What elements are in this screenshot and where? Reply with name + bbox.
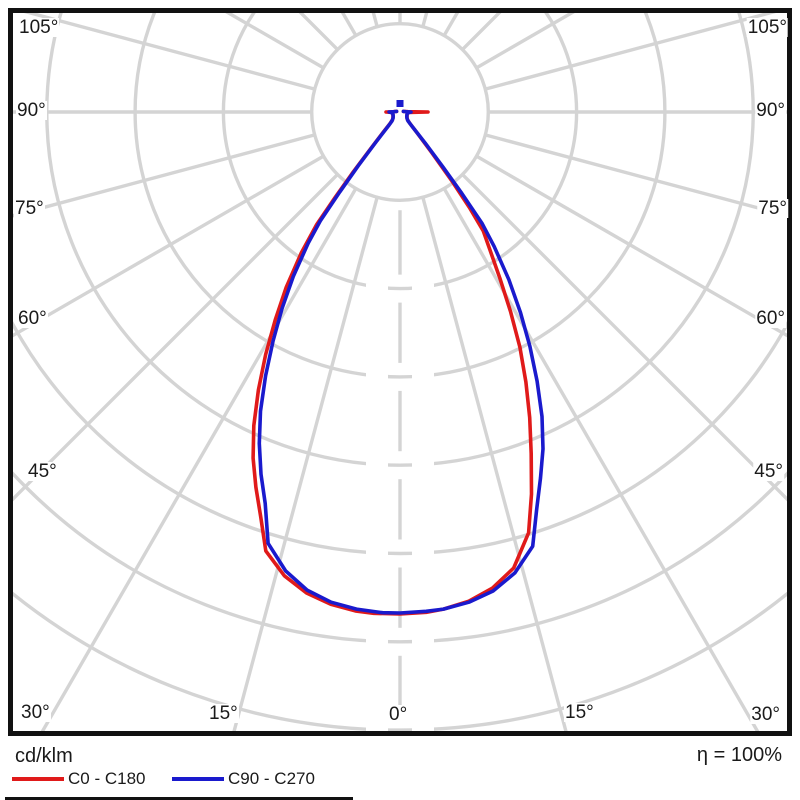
legend-label: C90 - C270: [228, 769, 315, 788]
angle-label: 0°: [388, 704, 409, 725]
angle-label: 105°: [746, 17, 788, 38]
angle-label: 75°: [757, 198, 788, 219]
legend-swatch: [12, 777, 64, 781]
angle-label: 30°: [20, 702, 51, 723]
curve-C90-C270: [257, 109, 545, 615]
angle-label: 90°: [16, 100, 47, 121]
angle-label: 15°: [564, 702, 595, 723]
efficiency-label: η = 100%: [696, 744, 782, 766]
unit-label: cd/klm: [15, 745, 73, 767]
legend-label: C0 - C180: [68, 769, 146, 788]
angle-label: 75°: [14, 198, 45, 219]
angle-label: 90°: [755, 100, 786, 121]
angle-label: 15°: [208, 703, 239, 724]
angle-label: 60°: [17, 308, 48, 329]
angle-label: 60°: [755, 308, 786, 329]
angle-label: 45°: [753, 461, 784, 482]
angle-label: 45°: [27, 461, 58, 482]
angle-label: 105°: [18, 17, 60, 38]
angle-label: 30°: [750, 704, 781, 725]
bottom-rule: [5, 797, 353, 800]
legend-swatch: [172, 777, 224, 781]
